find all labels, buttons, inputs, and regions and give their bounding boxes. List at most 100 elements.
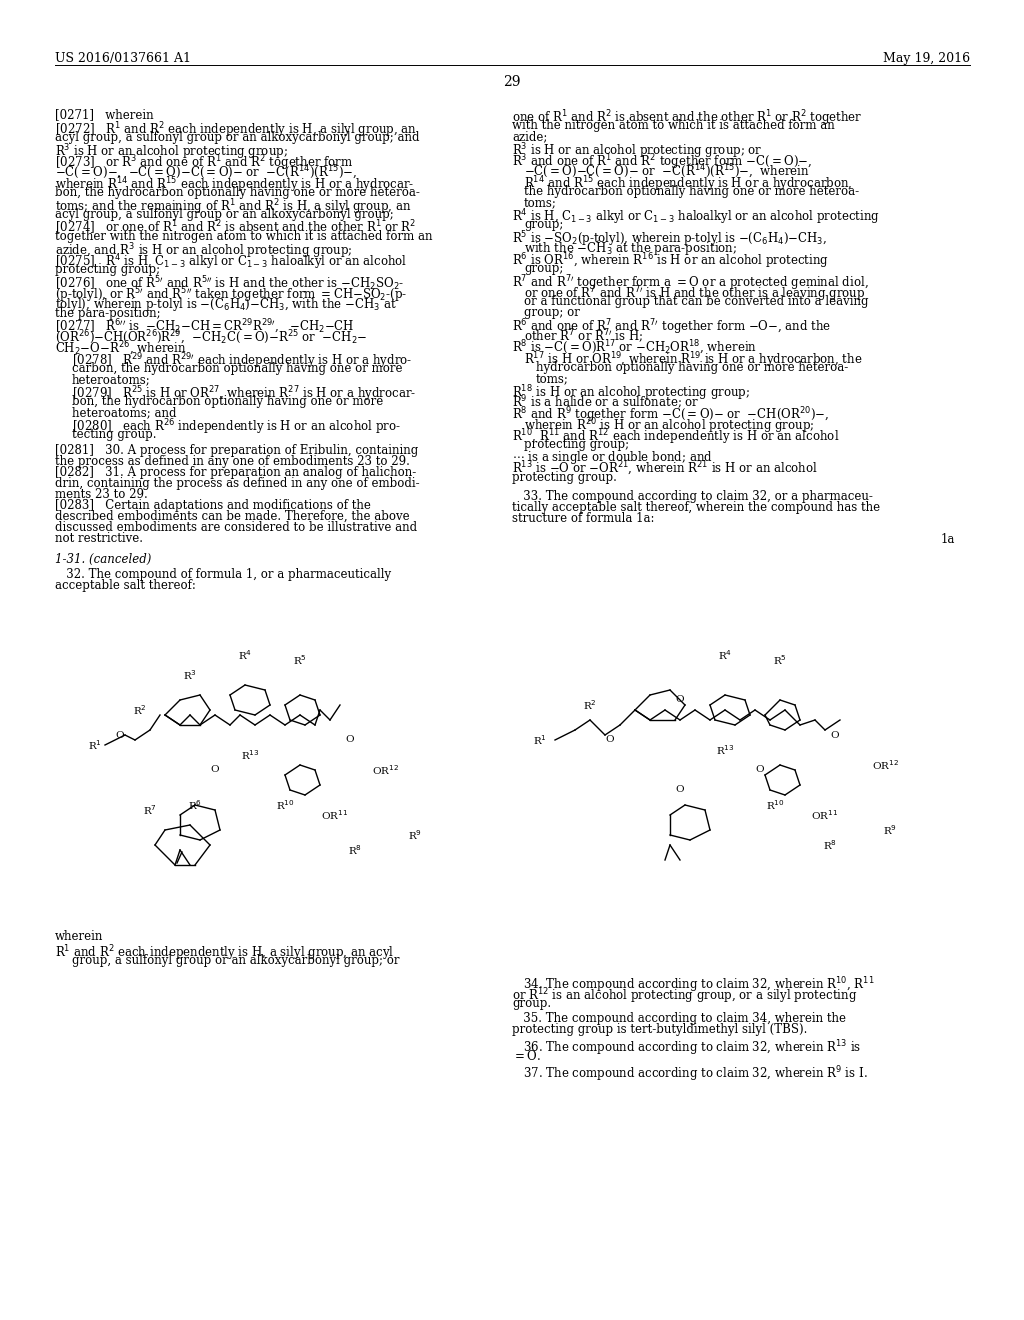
Text: R$^{18}$ is H or an alcohol protecting group;: R$^{18}$ is H or an alcohol protecting g… [512,383,751,403]
Text: or one of R$^7$ and R$^{7\prime}$ is H and the other is a leaving group: or one of R$^7$ and R$^{7\prime}$ is H a… [524,284,865,304]
Text: group; or: group; or [524,306,580,319]
Text: acyl group, a sulfonyl group or an alkoxycarbonyl group; and: acyl group, a sulfonyl group or an alkox… [55,131,420,144]
Text: [0282]   31. A process for preparation an analog of halichon-: [0282] 31. A process for preparation an … [55,466,416,479]
Text: R$^8$: R$^8$ [348,843,362,857]
Text: $\cdots$ is a single or double bond; and: $\cdots$ is a single or double bond; and [512,449,713,466]
Text: discussed embodiments are considered to be illustrative and: discussed embodiments are considered to … [55,521,417,535]
Text: described embodiments can be made. Therefore, the above: described embodiments can be made. There… [55,510,410,523]
Text: R$^2$: R$^2$ [583,698,597,711]
Text: R$^8$ and R$^9$ together form $-$C($=$O)$-$ or  $-$CH(OR$^{20}$)$-$,: R$^8$ and R$^9$ together form $-$C($=$O)… [512,405,829,425]
Text: protecting group;: protecting group; [524,438,629,451]
Text: with the nitrogen atom to which it is attached form an: with the nitrogen atom to which it is at… [512,119,835,132]
Text: R$^{14}$ and R$^{15}$ each independently is H or a hydrocarbon,: R$^{14}$ and R$^{15}$ each independently… [524,174,853,194]
Text: R$^1$ and R$^2$ each independently is H, a silyl group, an acyl: R$^1$ and R$^2$ each independently is H,… [55,942,394,962]
Text: heteroatoms; and: heteroatoms; and [72,407,176,418]
Text: R$^9$ is a halide or a sulfonate; or: R$^9$ is a halide or a sulfonate; or [512,393,699,412]
Text: R$^8$: R$^8$ [823,838,837,851]
Text: acceptable salt thereof:: acceptable salt thereof: [55,579,196,591]
Text: R$^5$: R$^5$ [293,653,307,667]
Text: R$^{6}$: R$^{6}$ [188,799,202,812]
Text: R$^{17}$ is H or OR$^{19}$, wherein R$^{19}$ is H or a hydrocarbon, the: R$^{17}$ is H or OR$^{19}$, wherein R$^{… [524,350,862,370]
Text: azide, and R$^3$ is H or an alcohol protecting group;: azide, and R$^3$ is H or an alcohol prot… [55,242,352,260]
Text: tically acceptable salt thereof, wherein the compound has the: tically acceptable salt thereof, wherein… [512,502,880,513]
Text: [0281]   30. A process for preparation of Eribulin, containing: [0281] 30. A process for preparation of … [55,444,418,457]
Text: 36. The compound according to claim 32, wherein R$^{13}$ is: 36. The compound according to claim 32, … [512,1038,861,1057]
Text: R$^9$: R$^9$ [883,824,897,837]
Text: bon, the hydrocarbon optionally having one or more: bon, the hydrocarbon optionally having o… [72,395,383,408]
Text: O: O [830,730,840,739]
Text: R$^{13}$: R$^{13}$ [716,743,734,756]
Text: O: O [346,735,354,744]
Text: acyl group, a sulfonyl group or an alkoxycarbonyl group;: acyl group, a sulfonyl group or an alkox… [55,209,394,220]
Text: R$^3$ is H or an alcohol protecting group;: R$^3$ is H or an alcohol protecting grou… [55,143,288,161]
Text: the para-position;: the para-position; [55,308,161,319]
Text: R$^7$: R$^7$ [143,803,157,817]
Text: US 2016/0137661 A1: US 2016/0137661 A1 [55,51,191,65]
Text: R$^5$: R$^5$ [773,653,786,667]
Text: 32. The compound of formula 1, or a pharmaceutically: 32. The compound of formula 1, or a phar… [55,568,391,581]
Text: protecting group.: protecting group. [512,471,616,484]
Text: 33. The compound according to claim 32, or a pharmaceu-: 33. The compound according to claim 32, … [512,490,872,503]
Text: 1a: 1a [941,533,955,546]
Text: group.: group. [512,997,551,1010]
Text: R$^{13}$ is $-$O or $-$OR$^{21}$, wherein R$^{21}$ is H or an alcohol: R$^{13}$ is $-$O or $-$OR$^{21}$, wherei… [512,459,818,478]
Text: R$^4$: R$^4$ [238,648,252,661]
Text: [0279]   R$^{25}$ is H or OR$^{27}$, wherein R$^{27}$ is H or a hydrocar-: [0279] R$^{25}$ is H or OR$^{27}$, where… [72,384,416,404]
Text: $=$O.: $=$O. [512,1049,541,1063]
Text: [0276]   one of R$^{5\prime}$ and R$^{5\prime\prime}$ is H and the other is $-$C: [0276] one of R$^{5\prime}$ and R$^{5\pr… [55,275,404,293]
Text: one of R$^1$ and R$^2$ is absent and the other R$^1$ or R$^2$ together: one of R$^1$ and R$^2$ is absent and the… [512,108,862,128]
Text: R$^4$: R$^4$ [718,648,732,661]
Text: $-$C($=$O)$-$,  $-$C($=$O)$-$C($=$O)$-$ or  $-$C(R$^{14}$)(R$^{15}$)$-$,: $-$C($=$O)$-$, $-$C($=$O)$-$C($=$O)$-$ o… [55,164,357,182]
Text: OR$^{12}$: OR$^{12}$ [871,758,898,772]
Text: [0275]   R$^4$ is H, C$_{1-3}$ alkyl or C$_{1-3}$ haloalkyl or an alcohol: [0275] R$^4$ is H, C$_{1-3}$ alkyl or C$… [55,252,408,272]
Text: R$^{10}$: R$^{10}$ [766,799,784,812]
Text: together with the nitrogen atom to which it is attached form an: together with the nitrogen atom to which… [55,230,432,243]
Text: R$^6$ is OR$^{16}$, wherein R$^{16}$ is H or an alcohol protecting: R$^6$ is OR$^{16}$, wherein R$^{16}$ is … [512,251,828,271]
Text: OR$^{11}$: OR$^{11}$ [811,808,839,822]
Text: 34. The compound according to claim 32, wherein R$^{10}$, R$^{11}$: 34. The compound according to claim 32, … [512,975,874,994]
Text: (OR$^{26}$)$-$CH(OR$^{26}$)R$^{29}$,  $-$CH$_2$C($=$O)$-$R$^{25}$ or  $-$CH$_2$$: (OR$^{26}$)$-$CH(OR$^{26}$)R$^{29}$, $-$… [55,329,368,347]
Text: 29: 29 [503,75,521,88]
Text: [0273]   or R$^3$ and one of R$^1$ and R$^2$ together form: [0273] or R$^3$ and one of R$^1$ and R$^… [55,153,353,173]
Text: toms; and the remaining of R$^1$ and R$^2$ is H, a silyl group, an: toms; and the remaining of R$^1$ and R$^… [55,197,412,216]
Text: wherein R$^{20}$ is H or an alcohol protecting group;: wherein R$^{20}$ is H or an alcohol prot… [524,416,814,436]
Text: 1-31. (canceled): 1-31. (canceled) [55,553,152,566]
Text: [0280]   each R$^{26}$ independently is H or an alcohol pro-: [0280] each R$^{26}$ independently is H … [72,417,400,437]
Text: ments 23 to 29.: ments 23 to 29. [55,488,147,502]
Text: tecting group.: tecting group. [72,428,157,441]
Text: O: O [605,735,614,744]
Text: R$^4$ is H, C$_{1-3}$ alkyl or C$_{1-3}$ haloalkyl or an alcohol protecting: R$^4$ is H, C$_{1-3}$ alkyl or C$_{1-3}$… [512,207,880,227]
Text: carbon, the hydrocarbon optionally having one or more: carbon, the hydrocarbon optionally havin… [72,362,402,375]
Text: the process as defined in any one of embodiments 23 to 29.: the process as defined in any one of emb… [55,455,410,469]
Text: R$^3$ is H or an alcohol protecting group; or: R$^3$ is H or an alcohol protecting grou… [512,141,763,161]
Text: R$^{13}$: R$^{13}$ [241,748,259,762]
Text: R$^5$ is $-$SO$_2$(p-tolyl), wherein p-tolyl is $-$(C$_6$H$_4$)$-$CH$_3$,: R$^5$ is $-$SO$_2$(p-tolyl), wherein p-t… [512,228,827,248]
Text: other R$^7$ or R$^{7\prime}$ is H;: other R$^7$ or R$^{7\prime}$ is H; [524,327,643,346]
Text: toms;: toms; [524,195,557,209]
Text: group, a sulfonyl group or an alkoxycarbonyl group; or: group, a sulfonyl group or an alkoxycarb… [72,954,399,968]
Text: O: O [756,766,764,775]
Text: O: O [211,766,219,775]
Text: wherein R$^{14}$ and R$^{15}$ each independently is H or a hydrocar-: wherein R$^{14}$ and R$^{15}$ each indep… [55,176,415,194]
Text: CH$_2$$-$O$-$R$^{26}$, wherein: CH$_2$$-$O$-$R$^{26}$, wherein [55,341,186,358]
Text: R$^1$: R$^1$ [534,733,547,747]
Text: $-$C($=$O)$-$C($=$O)$-$ or  $-$C(R$^{14}$)(R$^{15}$)$-$,  wherein: $-$C($=$O)$-$C($=$O)$-$ or $-$C(R$^{14}$… [524,162,810,181]
Text: wherein: wherein [55,931,103,942]
Text: 35. The compound according to claim 34, wherein the: 35. The compound according to claim 34, … [512,1012,846,1026]
Text: [0277]   R$^{6\prime\prime}$ is  $-$CH$_2$$-$CH$=$CR$^{29}$R$^{29\prime}$,   $-$: [0277] R$^{6\prime\prime}$ is $-$CH$_2$$… [55,318,354,337]
Text: or a functional group that can be converted into a leaving: or a functional group that can be conver… [524,294,868,308]
Text: R$^2$: R$^2$ [133,704,146,717]
Text: R$^8$ is $-$C($=$O)R$^{17}$ or $-$CH$_2$OR$^{18}$, wherein: R$^8$ is $-$C($=$O)R$^{17}$ or $-$CH$_2$… [512,339,757,358]
Text: [0272]   R$^1$ and R$^2$ each independently is H, a silyl group, an: [0272] R$^1$ and R$^2$ each independentl… [55,120,417,140]
Text: heteroatoms;: heteroatoms; [72,374,151,385]
Text: tolyl), wherein p-tolyl is $-$(C$_6$H$_4$)$-$CH$_3$, with the $-$CH$_3$ at: tolyl), wherein p-tolyl is $-$(C$_6$H$_4… [55,296,396,313]
Text: R$^{10}$: R$^{10}$ [275,799,294,812]
Text: toms;: toms; [536,372,569,385]
Text: hydrocarbon optionally having one or more heteroa-: hydrocarbon optionally having one or mor… [536,360,848,374]
Text: R$^7$ and R$^{7\prime}$ together form a $=$O or a protected geminal diol,: R$^7$ and R$^{7\prime}$ together form a … [512,273,868,293]
Text: [0274]   or one of R$^1$ and R$^2$ is absent and the other R$^1$ or R$^2$: [0274] or one of R$^1$ and R$^2$ is abse… [55,219,416,238]
Text: or R$^{12}$ is an alcohol protecting group, or a silyl protecting: or R$^{12}$ is an alcohol protecting gro… [512,986,857,1006]
Text: [0283]   Certain adaptations and modifications of the: [0283] Certain adaptations and modificat… [55,499,371,512]
Text: R$^1$: R$^1$ [88,738,102,752]
Text: O: O [116,730,124,739]
